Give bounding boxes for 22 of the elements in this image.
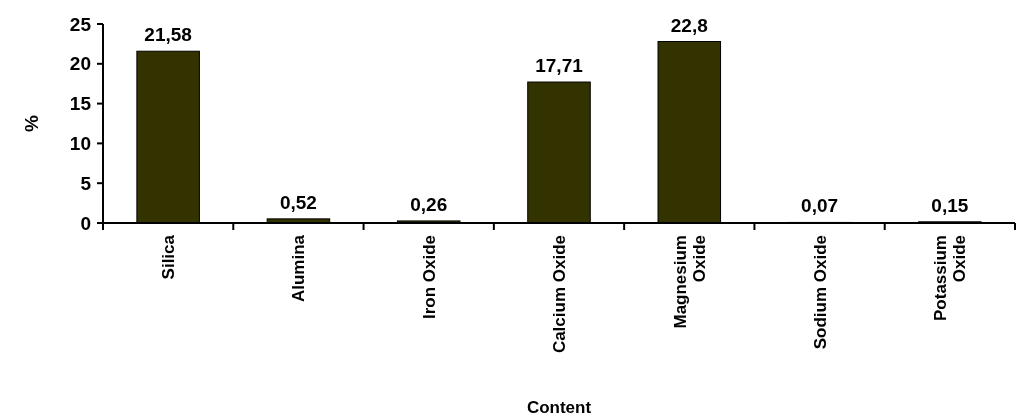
x-tick-label: Silica [159,234,179,280]
data-label: 0,26 [410,193,448,215]
data-label: 0,07 [801,195,839,217]
data-label: 17,71 [535,55,584,77]
x-tick-label: Calcium Oxide [549,235,569,354]
data-label: 0,15 [931,194,969,216]
y-tick-label: 25 [69,13,92,35]
y-tick-label: 15 [69,93,92,115]
data-label: 22,8 [670,14,708,36]
data-label: 0,52 [279,191,317,213]
y-tick-label: 0 [80,212,91,234]
y-tick-label: 10 [69,133,91,155]
x-tick-label: Magnesium Oxide [670,235,709,329]
y-axis-title: % [21,114,42,132]
y-tick-label: 5 [80,172,92,194]
x-tick-label: Alumina [289,234,309,303]
data-label: 21,58 [144,24,192,46]
x-tick-label: Sodium Oxide [810,235,830,350]
y-tick-label: 20 [69,53,91,75]
x-tick-label: Iron Oxide [419,235,439,320]
x-tick-label: Potassium Oxide [931,235,970,321]
x-axis-title: Content [526,398,592,417]
